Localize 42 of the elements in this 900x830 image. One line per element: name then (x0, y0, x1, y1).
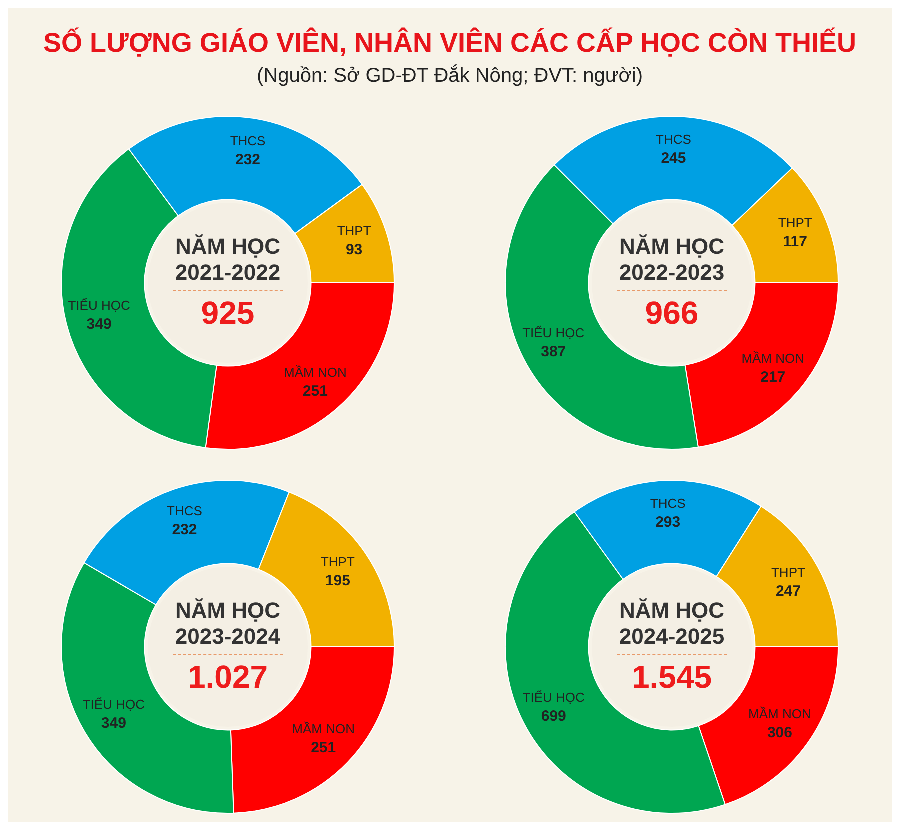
data-label: 349 (101, 715, 126, 732)
slice-label: THCS (230, 134, 266, 149)
slice-label: TIỂU HỌC (522, 690, 585, 705)
text: NĂM HỌC 2024-2025 (618, 598, 726, 650)
text: 1.027 (188, 659, 268, 696)
text: NĂM HỌC 2023-2024 (174, 598, 282, 650)
slice-label: THPT (337, 224, 372, 239)
data-label: 306 (767, 724, 792, 742)
slice-label: THCS (650, 496, 686, 512)
slice-label: MẦM NON (748, 706, 812, 722)
slice-label: THCS (656, 132, 692, 148)
slice-label: TIỂU HỌC (68, 298, 130, 314)
slice-label: MẦM NON (284, 365, 347, 380)
slice-label: MẦM NON (742, 351, 805, 366)
text: NĂM HỌC 2022-2023 (618, 234, 726, 286)
data-label: 247 (776, 583, 801, 600)
data-label: 195 (325, 572, 350, 590)
data-label: 217 (760, 369, 786, 386)
text: 1.545 (632, 659, 712, 696)
data-label: 293 (656, 514, 681, 532)
data-label: 117 (783, 234, 808, 251)
text: 925 (201, 295, 255, 332)
data-label: 232 (172, 521, 198, 538)
data-label: 387 (541, 343, 566, 360)
slice-label: THPT (778, 216, 812, 231)
text: SỐ LƯỢNG GIÁO VIÊN, NHÂN VIÊN CÁC CẤP HỌC CÒN THIẾU (42, 28, 858, 59)
data-label: 93 (346, 242, 363, 259)
data-label: 251 (311, 739, 336, 756)
slice-label: THPT (320, 554, 355, 570)
text: NĂM HỌC 2021-2022 (174, 234, 282, 286)
data-label: 245 (661, 150, 686, 168)
slice-label: MẦM NON (292, 721, 356, 736)
data-label: 699 (541, 708, 566, 725)
text: 966 (645, 295, 699, 332)
slice-label: THCS (167, 503, 203, 518)
data-label: 232 (235, 152, 261, 169)
data-label: 349 (86, 316, 112, 334)
slice-label: THPT (771, 565, 806, 580)
data-label: 251 (302, 383, 328, 400)
slice-label: TIỂU HỌC (522, 325, 585, 340)
text: (Nguồn: Sở GD-ĐT Đắk Nông; ĐVT: người) (256, 65, 644, 88)
slice-label: TIỂU HỌC (82, 697, 145, 712)
